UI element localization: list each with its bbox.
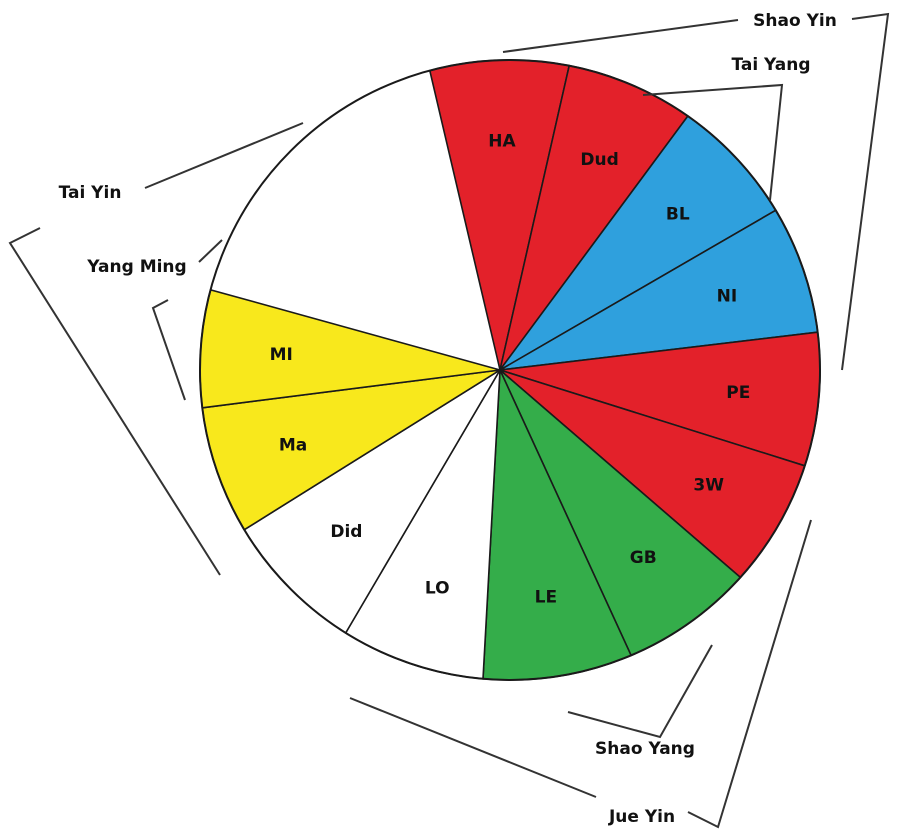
segment-label-lo: LO xyxy=(425,579,450,599)
bracket-shao-yin xyxy=(502,12,890,371)
segment-label-ni: NI xyxy=(717,286,738,306)
bracket-shao-yang xyxy=(567,644,713,739)
segment-label-pe: PE xyxy=(726,383,750,403)
bracket-yang-ming xyxy=(151,239,223,401)
segment-labels: HA Dud BL NI PE 3W GB LE LO Did Ma MI xyxy=(270,132,751,608)
group-label-yang-ming: Yang Ming xyxy=(86,257,186,277)
group-label-shao-yang: Shao Yang xyxy=(595,739,695,759)
segment-label-bl: BL xyxy=(666,205,690,225)
wheel-segments xyxy=(199,59,821,681)
segment-label-did: Did xyxy=(330,522,362,542)
group-label-tai-yang: Tai Yang xyxy=(731,55,810,75)
group-label-tai-yin: Tai Yin xyxy=(59,183,122,203)
segment-label-3w: 3W xyxy=(693,476,724,496)
segment-label-ha: HA xyxy=(488,132,516,152)
segment-label-mi: MI xyxy=(270,345,293,365)
segment-label-le: LE xyxy=(535,588,557,608)
bracket-tai-yang xyxy=(642,83,784,201)
bracket-jue-yin xyxy=(349,519,812,829)
segment-label-gb: GB xyxy=(630,548,657,568)
group-label-shao-yin: Shao Yin xyxy=(753,11,837,31)
bracket-tai-yin xyxy=(8,122,304,576)
wheel-rim xyxy=(199,59,821,681)
segment-label-dud: Dud xyxy=(580,150,618,170)
segment-label-ma: Ma xyxy=(279,436,307,456)
group-label-jue-yin: Jue Yin xyxy=(608,807,675,827)
